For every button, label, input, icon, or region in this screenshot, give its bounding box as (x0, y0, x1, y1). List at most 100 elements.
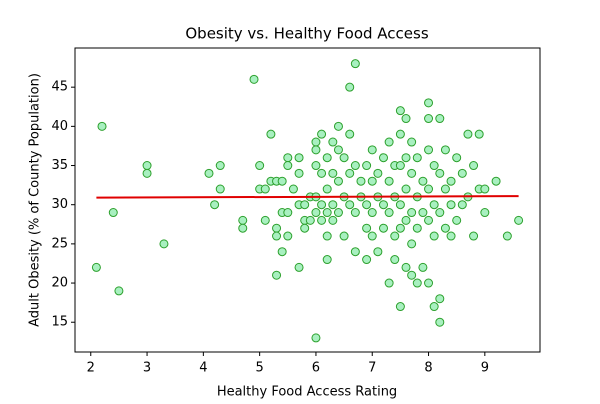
point (384, 278, 394, 288)
point (446, 200, 456, 210)
point (480, 208, 490, 218)
point (384, 137, 394, 147)
point (440, 223, 450, 233)
point (424, 114, 434, 124)
point (362, 223, 372, 233)
point (255, 161, 265, 171)
point (317, 200, 327, 210)
point (412, 153, 422, 163)
point (260, 184, 270, 194)
point (407, 239, 417, 249)
point (362, 200, 372, 210)
point (356, 176, 366, 186)
point (424, 184, 434, 194)
point (367, 176, 377, 186)
point (401, 114, 411, 124)
point (429, 200, 439, 210)
point (435, 208, 445, 218)
point (429, 231, 439, 241)
point (440, 145, 450, 155)
point (266, 129, 276, 139)
point (384, 176, 394, 186)
point (418, 176, 428, 186)
point (317, 129, 327, 139)
point (305, 215, 315, 225)
point (463, 129, 473, 139)
point (395, 302, 405, 312)
point (215, 184, 225, 194)
point (395, 106, 405, 116)
point (300, 223, 310, 233)
point (283, 231, 293, 241)
point (418, 208, 428, 218)
point (401, 184, 411, 194)
point (491, 176, 501, 186)
point (429, 302, 439, 312)
point (446, 231, 456, 241)
point (345, 82, 355, 92)
point (367, 231, 377, 241)
x-tick-label: 9 (481, 361, 489, 376)
point (435, 168, 445, 178)
y-tick-label: 15 (51, 315, 68, 330)
point (378, 200, 388, 210)
point (395, 161, 405, 171)
point (345, 129, 355, 139)
point (373, 168, 383, 178)
point (424, 98, 434, 108)
point (142, 161, 152, 171)
point (345, 168, 355, 178)
point (204, 168, 214, 178)
point (435, 114, 445, 124)
point (378, 223, 388, 233)
point (322, 231, 332, 241)
point (350, 161, 360, 171)
point (514, 215, 524, 225)
point (294, 153, 304, 163)
point (345, 200, 355, 210)
point (418, 262, 428, 272)
point (333, 208, 343, 218)
point (333, 121, 343, 131)
point (238, 215, 248, 225)
y-tick-label: 40 (51, 119, 68, 134)
x-tick-label: 2 (87, 361, 95, 376)
point (350, 59, 360, 69)
point (317, 168, 327, 178)
point (108, 208, 118, 218)
point (407, 168, 417, 178)
point (328, 215, 338, 225)
point (311, 161, 321, 171)
point (215, 161, 225, 171)
fit-line (96, 195, 519, 199)
x-tick-label: 8 (424, 361, 432, 376)
point (474, 129, 484, 139)
point (401, 153, 411, 163)
point (395, 129, 405, 139)
point (435, 317, 445, 327)
point (114, 286, 124, 296)
point (424, 145, 434, 155)
point (322, 255, 332, 265)
x-tick-label: 4 (199, 361, 207, 376)
point (277, 176, 287, 186)
point (469, 231, 479, 241)
point (407, 208, 417, 218)
point (440, 184, 450, 194)
point (317, 215, 327, 225)
point (395, 223, 405, 233)
point (311, 145, 321, 155)
x-tick-label: 6 (312, 361, 320, 376)
point (424, 278, 434, 288)
point (367, 145, 377, 155)
x-axis-label: Healthy Food Access Rating (217, 385, 397, 400)
point (395, 200, 405, 210)
point (407, 270, 417, 280)
point (322, 184, 332, 194)
point (350, 247, 360, 257)
point (412, 278, 422, 288)
point (249, 74, 259, 84)
point (390, 231, 400, 241)
point (210, 200, 220, 210)
point (339, 153, 349, 163)
